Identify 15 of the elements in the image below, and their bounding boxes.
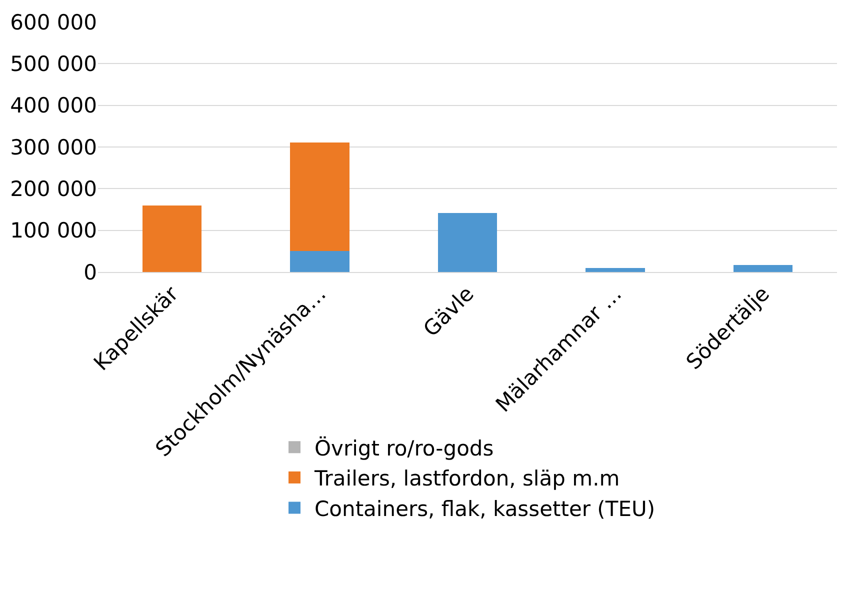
y-tick-label: 500 000 [10,52,97,76]
bar [142,205,202,272]
legend-label: Containers, flak, kassetter (TEU) [314,496,656,521]
bar [586,268,645,272]
y-tick-label: 400 000 [10,94,97,118]
legend-label: Trailers, lastfordon, släp m.m [314,466,620,491]
y-tick-label: 300 000 [10,135,97,160]
bar [290,251,350,272]
bar [734,264,793,272]
bar [290,142,350,252]
bar [438,212,498,272]
y-tick-label: 100 000 [10,218,97,243]
y-tick-label: 600 000 [10,10,97,34]
y-tick-label: 0 [84,260,97,284]
y-tick-label: 200 000 [10,177,97,202]
